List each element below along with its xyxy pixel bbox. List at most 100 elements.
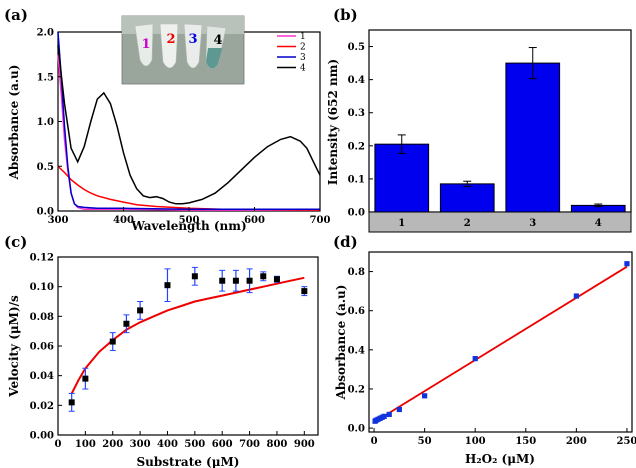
x-tick-label-150: 150 xyxy=(515,436,536,447)
panel-a-xlabel: Wavelength (nm) xyxy=(130,219,246,233)
panel-c-plot xyxy=(68,266,308,412)
data-point-250 xyxy=(624,261,630,267)
data-point-500 xyxy=(191,273,198,280)
y-tick-label-0.04: 0.04 xyxy=(30,371,54,382)
data-point-750 xyxy=(260,273,267,280)
y-tick-label-0: 0.0 xyxy=(348,424,365,435)
legend-label-4: 4 xyxy=(300,64,306,74)
panel-b-category-strip xyxy=(368,211,632,233)
panel-b-bars: 1 2 3 4 xyxy=(374,47,626,229)
y-tick-label-0.08: 0.08 xyxy=(30,312,54,323)
x-tick-label-100: 100 xyxy=(75,439,96,450)
x-tick-label-200: 200 xyxy=(566,436,587,447)
fit-curve xyxy=(70,276,305,394)
data-point-100 xyxy=(82,375,89,382)
x-tick-label-400: 400 xyxy=(113,215,134,226)
panel-c-kinetics: (c) 0 100 200 300 400 500 600 700 800 900 0.00 0.02… xyxy=(4,233,319,468)
panel-d-ylabel: Absorbance (a.u) xyxy=(334,285,348,401)
data-point-300 xyxy=(137,307,144,314)
category-label-1: 1 xyxy=(398,218,405,229)
fit-line xyxy=(373,265,628,423)
panel-b-intensity-bars: (b) 1 2 3 4 0.0 0.1 0.2 0.3 0.4 0.5 Intensity (6… xyxy=(326,6,632,233)
x-tick-label-100: 100 xyxy=(465,436,486,447)
data-point-600 xyxy=(219,277,226,284)
panel-a-ticks: 300 400 500 600 700 0.0 0.5 1.0 1.5 2.0 xyxy=(37,28,331,227)
data-point-250 xyxy=(123,320,130,327)
data-point-200 xyxy=(109,338,116,345)
bar-3 xyxy=(505,62,561,213)
y-tick-label-0.3: 0.3 xyxy=(348,108,365,119)
y-tick-label-0.5: 0.5 xyxy=(37,162,54,173)
y-tick-label-0.2: 0.2 xyxy=(348,384,365,395)
tubes-photo xyxy=(121,15,245,85)
panel-label-a: (a) xyxy=(4,6,28,24)
x-tick-label-500: 500 xyxy=(184,439,205,450)
panel-b-ylabel: Intensity (652 nm) xyxy=(326,59,340,185)
data-point-25 xyxy=(396,406,402,413)
x-tick-label-900: 900 xyxy=(294,439,315,450)
legend-label-1: 1 xyxy=(300,32,306,42)
y-tick-label-0: 0.0 xyxy=(37,207,54,218)
tube-label-2: 2 xyxy=(166,32,175,47)
panel-d-plot xyxy=(372,261,630,424)
panel-b-ticks: 0.0 0.1 0.2 0.3 0.4 0.5 xyxy=(348,42,373,219)
y-tick-label-0.4: 0.4 xyxy=(348,345,365,356)
y-tick-label-0.2: 0.2 xyxy=(348,141,365,152)
data-point-200 xyxy=(573,293,579,299)
panel-label-d: (d) xyxy=(333,233,358,251)
panel-c-xlabel: Substrate (μM) xyxy=(137,455,240,468)
x-tick-label-800: 800 xyxy=(267,439,288,450)
y-tick-label-2: 2.0 xyxy=(37,28,54,39)
series-line-4 xyxy=(57,45,321,205)
y-tick-label-0.02: 0.02 xyxy=(30,401,54,412)
panel-label-c: (c) xyxy=(4,233,27,251)
x-tick-label-700: 700 xyxy=(310,215,331,226)
category-label-2: 2 xyxy=(464,218,471,229)
data-point-700 xyxy=(246,277,253,284)
category-label-3: 3 xyxy=(529,218,536,229)
y-tick-label-0.1: 0.10 xyxy=(30,282,54,293)
legend-label-2: 2 xyxy=(300,43,306,53)
panel-d-frame xyxy=(368,251,633,433)
y-tick-label-0.1: 0.1 xyxy=(348,174,365,185)
y-tick-label-1.5: 1.5 xyxy=(37,72,54,83)
x-tick-label-600: 600 xyxy=(212,439,233,450)
panel-d-xlabel: H₂O₂ (μM) xyxy=(465,452,535,466)
bar-1 xyxy=(374,143,430,213)
data-point-15 xyxy=(386,411,392,417)
bar-2 xyxy=(439,183,495,213)
data-point-10 xyxy=(381,413,387,419)
tube-label-3: 3 xyxy=(188,32,197,47)
y-tick-label-0: 0.00 xyxy=(30,431,54,442)
y-tick-label-0.06: 0.06 xyxy=(30,342,54,353)
panel-c-ylabel: Velocity (μM)/s xyxy=(7,295,21,398)
x-tick-label-50: 50 xyxy=(418,436,432,447)
data-point-650 xyxy=(232,277,239,284)
data-point-900 xyxy=(301,288,308,295)
x-tick-label-500: 500 xyxy=(179,215,200,226)
y-tick-label-0.8: 0.8 xyxy=(348,267,365,278)
x-tick-label-250: 250 xyxy=(617,436,636,447)
x-tick-label-300: 300 xyxy=(130,439,151,450)
y-tick-label-0.4: 0.4 xyxy=(348,75,365,86)
data-point-400 xyxy=(164,282,171,289)
panel-c-ticks: 0 100 200 300 400 500 600 700 800 900 0.00 0.02 0.04… xyxy=(30,253,315,451)
tube-label-1: 1 xyxy=(141,37,150,52)
x-tick-label-0: 0 xyxy=(55,439,62,450)
data-point-100 xyxy=(472,356,478,362)
panel-d-ticks: 0 50 100 150 200 250 0.0 0.2 0.4 0.6 0.8 xyxy=(348,267,636,447)
data-point-50 xyxy=(68,399,75,406)
x-tick-label-200: 200 xyxy=(102,439,123,450)
panel-d-h2o2-calibration: (d) 0 50 100 150 200 250 0.0 0.2 0.4 0.6 0.8 H₂O₂ … xyxy=(333,233,636,466)
panel-a-ylabel: Absorbance (a.u) xyxy=(7,65,21,181)
y-tick-label-0.5: 0.5 xyxy=(348,42,365,53)
x-tick-label-300: 300 xyxy=(48,215,69,226)
panel-label-b: (b) xyxy=(333,6,358,24)
y-tick-label-1: 1.0 xyxy=(37,117,54,128)
tube-label-4: 4 xyxy=(213,33,222,48)
data-point-50 xyxy=(422,393,428,399)
x-tick-label-600: 600 xyxy=(244,215,265,226)
